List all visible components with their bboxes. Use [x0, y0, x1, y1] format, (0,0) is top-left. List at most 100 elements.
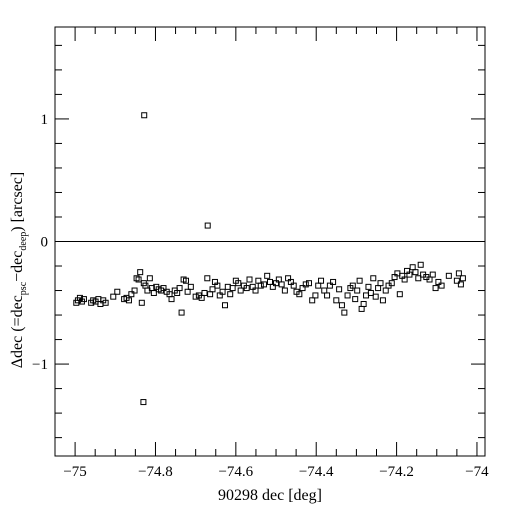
data-point	[352, 296, 359, 303]
data-point	[227, 291, 234, 298]
data-point	[168, 296, 175, 303]
data-point	[336, 286, 343, 293]
data-point	[333, 297, 340, 304]
data-point	[269, 283, 276, 290]
data-point	[379, 297, 386, 304]
data-point	[358, 305, 365, 312]
data-point	[267, 278, 273, 285]
data-point	[178, 309, 185, 316]
data-point	[260, 281, 267, 288]
y-tick-label: −1	[32, 357, 48, 373]
y-axis-label: Δdec (=decpsc−decdeep) [arcsec]	[9, 172, 29, 368]
data-point	[324, 292, 331, 299]
data-point	[365, 283, 372, 290]
x-tick-label: −74	[465, 464, 489, 480]
data-point	[438, 282, 445, 289]
data-point	[432, 285, 439, 292]
data-point	[338, 302, 345, 309]
data-point	[455, 270, 462, 277]
data-point	[356, 277, 363, 284]
data-point	[150, 289, 157, 296]
data-point	[187, 283, 194, 290]
data-point	[160, 285, 167, 292]
data-point	[435, 278, 442, 285]
data-point	[224, 283, 231, 290]
data-point	[221, 302, 228, 309]
data-point	[372, 293, 379, 300]
data-point	[457, 281, 464, 288]
data-point	[204, 275, 211, 282]
x-tick-label: −75	[63, 464, 86, 480]
data-point	[257, 282, 264, 289]
data-point	[204, 222, 211, 229]
data-point	[341, 309, 348, 316]
data-point	[219, 288, 226, 295]
data-point	[309, 297, 316, 304]
data-point	[102, 299, 109, 306]
data-point	[183, 277, 190, 284]
y-label-suffix: ) [arcsec]	[9, 172, 26, 232]
data-point	[302, 281, 309, 288]
data-point	[429, 271, 436, 278]
data-point	[360, 301, 367, 308]
data-point	[176, 285, 183, 292]
y-label-mid: −dec	[9, 251, 26, 282]
data-point	[326, 282, 333, 289]
data-point	[312, 292, 319, 299]
y-tick-label: 1	[41, 112, 49, 128]
data-point	[80, 296, 87, 303]
data-point	[396, 291, 403, 298]
data-point	[201, 289, 208, 296]
data-point	[229, 285, 236, 292]
data-point	[299, 285, 306, 292]
x-tick-label: −74.2	[379, 464, 414, 480]
y-tick-label: 0	[41, 235, 49, 251]
data-point	[209, 286, 216, 293]
data-point	[131, 287, 138, 294]
data-point	[128, 291, 135, 298]
data-point	[401, 276, 408, 283]
data-point	[140, 399, 147, 406]
data-point	[138, 299, 145, 306]
data-point	[330, 278, 337, 285]
y-label-sub-psc: psc	[18, 281, 29, 295]
data-point	[137, 269, 144, 276]
data-point	[296, 291, 303, 298]
data-point	[354, 287, 361, 294]
data-point	[110, 293, 117, 300]
data-point	[453, 277, 460, 284]
data-point	[192, 293, 199, 300]
data-point	[235, 280, 242, 287]
data-point	[417, 261, 424, 268]
data-point	[252, 287, 259, 294]
data-point	[382, 287, 389, 294]
y-label-prefix: Δdec (=dec	[9, 295, 26, 368]
data-point	[146, 275, 153, 282]
data-point	[135, 276, 142, 283]
data-point	[388, 280, 395, 287]
data-point	[214, 282, 221, 289]
x-tick-label: −74.8	[138, 464, 173, 480]
data-point	[255, 277, 262, 284]
x-axis-label: 90298 dec [deg]	[218, 487, 322, 504]
data-point	[321, 287, 328, 294]
data-point	[349, 282, 356, 289]
data-point	[125, 297, 132, 304]
data-point	[305, 280, 312, 287]
data-point	[243, 285, 250, 292]
data-point	[409, 264, 416, 271]
data-point	[344, 292, 351, 299]
data-point	[278, 281, 285, 288]
data-point	[207, 291, 214, 298]
data-point	[237, 287, 244, 294]
data-point	[377, 280, 384, 287]
data-point	[367, 289, 374, 296]
data-point	[459, 275, 466, 282]
x-tick-label: −74.4	[299, 464, 334, 480]
data-point	[290, 282, 297, 289]
data-point	[281, 287, 288, 294]
data-point	[264, 272, 271, 279]
data-point	[114, 288, 121, 295]
data-point	[184, 288, 191, 295]
